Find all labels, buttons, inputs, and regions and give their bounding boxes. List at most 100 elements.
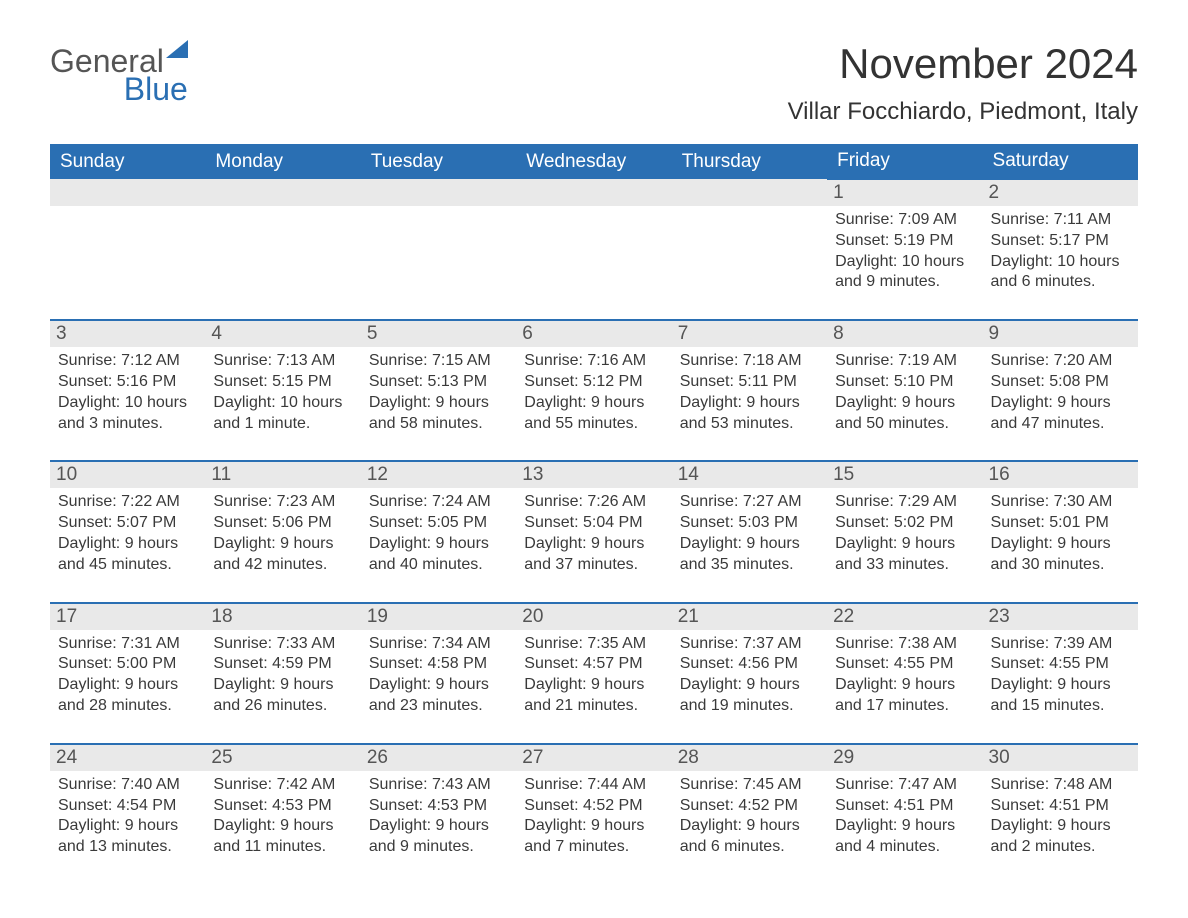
calendar-cell: 3 Sunrise: 7:12 AMSunset: 5:16 PMDaylight…: [50, 320, 205, 461]
day-details: Sunrise: 7:40 AMSunset: 4:54 PMDaylight:…: [58, 775, 197, 858]
calendar-cell: 18Sunrise: 7:33 AMSunset: 4:59 PMDayligh…: [205, 603, 360, 744]
day-details: Sunrise: 7:27 AMSunset: 5:03 PMDaylight:…: [680, 492, 819, 575]
day-number: 7: [672, 321, 827, 347]
day-details: Sunrise: 7:34 AMSunset: 4:58 PMDaylight:…: [369, 634, 508, 717]
day-number: 5: [361, 321, 516, 347]
calendar-cell: [516, 179, 671, 320]
empty-day-placeholder: [672, 179, 827, 206]
day-details: Sunrise: 7:30 AMSunset: 5:01 PMDaylight:…: [991, 492, 1130, 575]
day-number: 28: [672, 745, 827, 771]
calendar-cell: 24 Sunrise: 7:40 AMSunset: 4:54 PMDayligh…: [50, 744, 205, 884]
empty-day-placeholder: [50, 179, 205, 206]
day-details: Sunrise: 7:20 AMSunset: 5:08 PMDaylight:…: [991, 351, 1130, 434]
day-header: Sunday: [50, 144, 205, 179]
logo: General Blue: [50, 40, 188, 105]
day-details: Sunrise: 7:39 AMSunset: 4:55 PMDaylight:…: [991, 634, 1130, 717]
calendar-cell: 23 Sunrise: 7:39 AMSunset: 4:55 PMDayligh…: [983, 603, 1138, 744]
day-number: 9: [983, 321, 1138, 347]
day-details: Sunrise: 7:19 AMSunset: 5:10 PMDaylight:…: [835, 351, 974, 434]
day-details: Sunrise: 7:13 AMSunset: 5:15 PMDaylight:…: [213, 351, 352, 434]
calendar-cell: 2Sunrise: 7:11 AMSunset: 5:17 PMDaylight…: [983, 179, 1138, 320]
calendar-cell: 16 Sunrise: 7:30 AMSunset: 5:01 PMDayligh…: [983, 461, 1138, 602]
day-number: 20: [516, 604, 671, 630]
day-details: Sunrise: 7:47 AMSunset: 4:51 PMDaylight:…: [835, 775, 974, 858]
calendar-cell: 4 Sunrise: 7:13 AMSunset: 5:15 PMDaylight…: [205, 320, 360, 461]
calendar-week: 17 Sunrise: 7:31 AMSunset: 5:00 PMDayligh…: [50, 603, 1138, 744]
day-number: 23: [983, 604, 1138, 630]
calendar-cell: [50, 179, 205, 320]
day-details: Sunrise: 7:33 AMSunset: 4:59 PMDaylight:…: [213, 634, 352, 717]
day-number: 15: [827, 462, 982, 488]
calendar-cell: 28 Sunrise: 7:45 AMSunset: 4:52 PMDayligh…: [672, 744, 827, 884]
calendar-cell: [361, 179, 516, 320]
day-details: Sunrise: 7:15 AMSunset: 5:13 PMDaylight:…: [369, 351, 508, 434]
day-details: Sunrise: 7:35 AMSunset: 4:57 PMDaylight:…: [524, 634, 663, 717]
calendar-body: 1Sunrise: 7:09 AMSunset: 5:19 PMDaylight…: [50, 179, 1138, 884]
calendar-cell: 8 Sunrise: 7:19 AMSunset: 5:10 PMDaylight…: [827, 320, 982, 461]
calendar-cell: 26Sunrise: 7:43 AMSunset: 4:53 PMDayligh…: [361, 744, 516, 884]
day-details: Sunrise: 7:16 AMSunset: 5:12 PMDaylight:…: [524, 351, 663, 434]
day-number: 25: [205, 745, 360, 771]
calendar-cell: 30 Sunrise: 7:48 AMSunset: 4:51 PMDayligh…: [983, 744, 1138, 884]
day-header: Monday: [205, 144, 360, 179]
calendar-cell: 21Sunrise: 7:37 AMSunset: 4:56 PMDayligh…: [672, 603, 827, 744]
day-number: 17: [50, 604, 205, 630]
day-number: 12: [361, 462, 516, 488]
calendar-cell: 20 Sunrise: 7:35 AMSunset: 4:57 PMDayligh…: [516, 603, 671, 744]
calendar-cell: 9 Sunrise: 7:20 AMSunset: 5:08 PMDaylight…: [983, 320, 1138, 461]
day-header: Thursday: [672, 144, 827, 179]
calendar-cell: 27Sunrise: 7:44 AMSunset: 4:52 PMDayligh…: [516, 744, 671, 884]
calendar-cell: 7Sunrise: 7:18 AMSunset: 5:11 PMDaylight…: [672, 320, 827, 461]
day-header: Friday: [827, 144, 982, 179]
day-number: 13: [516, 462, 671, 488]
day-number: 2: [983, 180, 1138, 206]
day-details: Sunrise: 7:37 AMSunset: 4:56 PMDaylight:…: [680, 634, 819, 717]
day-details: Sunrise: 7:22 AMSunset: 5:07 PMDaylight:…: [58, 492, 197, 575]
empty-day-placeholder: [361, 179, 516, 206]
calendar-cell: 5 Sunrise: 7:15 AMSunset: 5:13 PMDaylight…: [361, 320, 516, 461]
month-title: November 2024: [788, 40, 1138, 88]
day-details: Sunrise: 7:38 AMSunset: 4:55 PMDaylight:…: [835, 634, 974, 717]
day-details: Sunrise: 7:44 AMSunset: 4:52 PMDaylight:…: [524, 775, 663, 858]
day-details: Sunrise: 7:12 AMSunset: 5:16 PMDaylight:…: [58, 351, 197, 434]
day-details: Sunrise: 7:42 AMSunset: 4:53 PMDaylight:…: [213, 775, 352, 858]
calendar-cell: 17 Sunrise: 7:31 AMSunset: 5:00 PMDayligh…: [50, 603, 205, 744]
day-number: 19: [361, 604, 516, 630]
day-details: Sunrise: 7:23 AMSunset: 5:06 PMDaylight:…: [213, 492, 352, 575]
day-header: Saturday: [983, 144, 1138, 179]
calendar-cell: 22 Sunrise: 7:38 AMSunset: 4:55 PMDayligh…: [827, 603, 982, 744]
calendar-header-row: SundayMondayTuesdayWednesdayThursdayFrid…: [50, 144, 1138, 179]
calendar-cell: 1Sunrise: 7:09 AMSunset: 5:19 PMDaylight…: [827, 179, 982, 320]
day-number: 24: [50, 745, 205, 771]
day-number: 4: [205, 321, 360, 347]
day-number: 3: [50, 321, 205, 347]
calendar-week: 1Sunrise: 7:09 AMSunset: 5:19 PMDaylight…: [50, 179, 1138, 320]
day-number: 22: [827, 604, 982, 630]
day-number: 1: [827, 180, 982, 206]
day-number: 30: [983, 745, 1138, 771]
day-number: 29: [827, 745, 982, 771]
calendar-cell: 29 Sunrise: 7:47 AMSunset: 4:51 PMDayligh…: [827, 744, 982, 884]
calendar-cell: 12 Sunrise: 7:24 AMSunset: 5:05 PMDayligh…: [361, 461, 516, 602]
calendar-cell: 10Sunrise: 7:22 AMSunset: 5:07 PMDayligh…: [50, 461, 205, 602]
logo-triangle-icon: [166, 40, 188, 58]
day-number: 26: [361, 745, 516, 771]
day-details: Sunrise: 7:29 AMSunset: 5:02 PMDaylight:…: [835, 492, 974, 575]
day-number: 14: [672, 462, 827, 488]
day-number: 8: [827, 321, 982, 347]
day-header: Wednesday: [516, 144, 671, 179]
day-details: Sunrise: 7:45 AMSunset: 4:52 PMDaylight:…: [680, 775, 819, 858]
title-block: November 2024 Villar Focchiardo, Piedmon…: [788, 40, 1138, 126]
day-details: Sunrise: 7:31 AMSunset: 5:00 PMDaylight:…: [58, 634, 197, 717]
day-number: 16: [983, 462, 1138, 488]
location-subtitle: Villar Focchiardo, Piedmont, Italy: [788, 98, 1138, 126]
day-details: Sunrise: 7:48 AMSunset: 4:51 PMDaylight:…: [991, 775, 1130, 858]
header: General Blue November 2024 Villar Focchi…: [50, 40, 1138, 126]
day-number: 11: [205, 462, 360, 488]
calendar-cell: [205, 179, 360, 320]
calendar-cell: 25 Sunrise: 7:42 AMSunset: 4:53 PMDayligh…: [205, 744, 360, 884]
day-details: Sunrise: 7:24 AMSunset: 5:05 PMDaylight:…: [369, 492, 508, 575]
day-details: Sunrise: 7:26 AMSunset: 5:04 PMDaylight:…: [524, 492, 663, 575]
empty-day-placeholder: [516, 179, 671, 206]
day-number: 6: [516, 321, 671, 347]
